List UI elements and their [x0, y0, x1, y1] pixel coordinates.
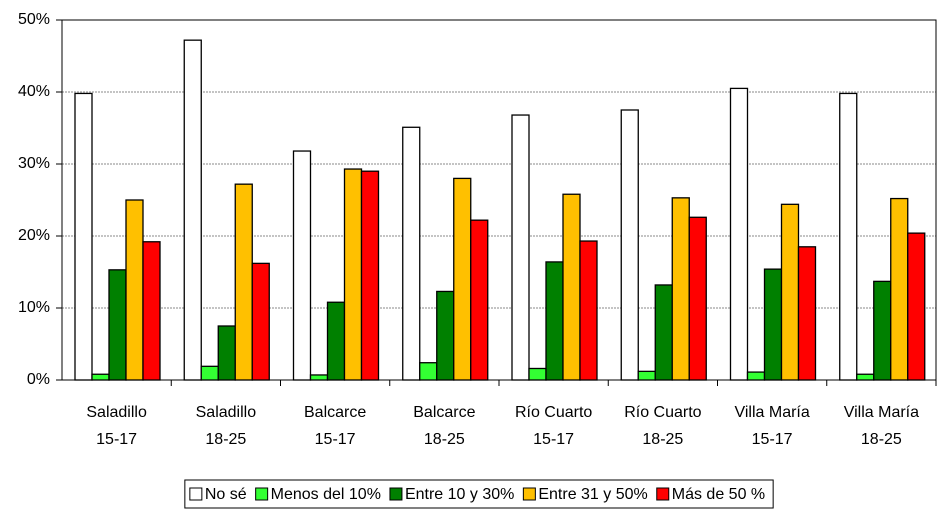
x-tick-label: Saladillo: [86, 404, 147, 421]
x-tick-label: Balcarce: [413, 404, 475, 421]
bar: [545, 261, 564, 381]
bar: [654, 284, 673, 381]
x-tick-label: Río Cuarto: [624, 404, 701, 421]
legend-swatch: [656, 487, 670, 501]
legend-label: Entre 10 y 30%: [405, 486, 514, 503]
bar: [562, 193, 581, 381]
bar: [746, 371, 766, 381]
bar: [108, 269, 127, 381]
legend-label: No sé: [205, 486, 247, 503]
bar: [671, 197, 690, 381]
bar: [620, 109, 639, 381]
bar: [856, 373, 875, 381]
y-tick-label: 10%: [18, 299, 50, 316]
x-tick-label: 15-17: [533, 431, 574, 448]
bar: [200, 365, 219, 381]
x-tick-label: 15-17: [752, 431, 793, 448]
x-tick-label: 15-17: [315, 431, 356, 448]
x-tick-label: Río Cuarto: [515, 404, 592, 421]
x-tick-label: 18-25: [861, 431, 902, 448]
legend-box: [184, 479, 774, 509]
bar: [234, 183, 253, 381]
bar: [637, 370, 656, 381]
bar: [453, 177, 472, 381]
bar: [729, 87, 749, 381]
legend-swatch: [189, 487, 203, 501]
legend-swatch: [522, 487, 536, 501]
bar: [528, 367, 547, 381]
x-tick-label: Villa María: [734, 404, 809, 421]
bar: [797, 246, 817, 381]
x-tick-label: Balcarce: [304, 404, 366, 421]
bar: [470, 219, 489, 381]
y-tick-label: 20%: [18, 227, 50, 244]
bar: [217, 325, 236, 381]
bar: [125, 199, 144, 381]
x-tick-label: 18-25: [424, 431, 465, 448]
legend-swatch: [255, 487, 269, 501]
bar: [763, 268, 783, 381]
bar: [309, 374, 329, 381]
x-tick-label: Villa María: [844, 404, 919, 421]
y-tick-label: 0%: [27, 371, 50, 388]
bar: [579, 240, 598, 381]
bar: [419, 362, 438, 381]
x-tick-label: 18-25: [642, 431, 683, 448]
legend-label: Entre 31 y 50%: [538, 486, 647, 503]
x-tick-label: Saladillo: [196, 404, 257, 421]
legend-swatch: [389, 487, 403, 501]
bar: [360, 170, 380, 381]
y-tick-label: 40%: [18, 83, 50, 100]
bar: [91, 373, 110, 381]
bar: [402, 126, 421, 381]
bar: [292, 150, 312, 381]
bar: [873, 280, 892, 381]
bar: [326, 301, 346, 381]
bar: [343, 168, 363, 381]
bar: [780, 203, 800, 381]
bar: [436, 290, 455, 381]
bar: [142, 241, 161, 381]
bar: [74, 92, 93, 381]
bar: [183, 39, 202, 381]
x-tick-label: 15-17: [96, 431, 137, 448]
legend-label: Menos del 10%: [271, 486, 381, 503]
y-tick-label: 30%: [18, 155, 50, 172]
bar: [907, 232, 926, 381]
bar: [511, 114, 530, 381]
bar: [251, 262, 270, 381]
bar: [688, 216, 707, 381]
legend-label: Más de 50 %: [672, 486, 765, 503]
y-tick-label: 50%: [18, 11, 50, 28]
bar: [839, 92, 858, 381]
bar: [890, 197, 909, 381]
x-tick-label: 18-25: [205, 431, 246, 448]
